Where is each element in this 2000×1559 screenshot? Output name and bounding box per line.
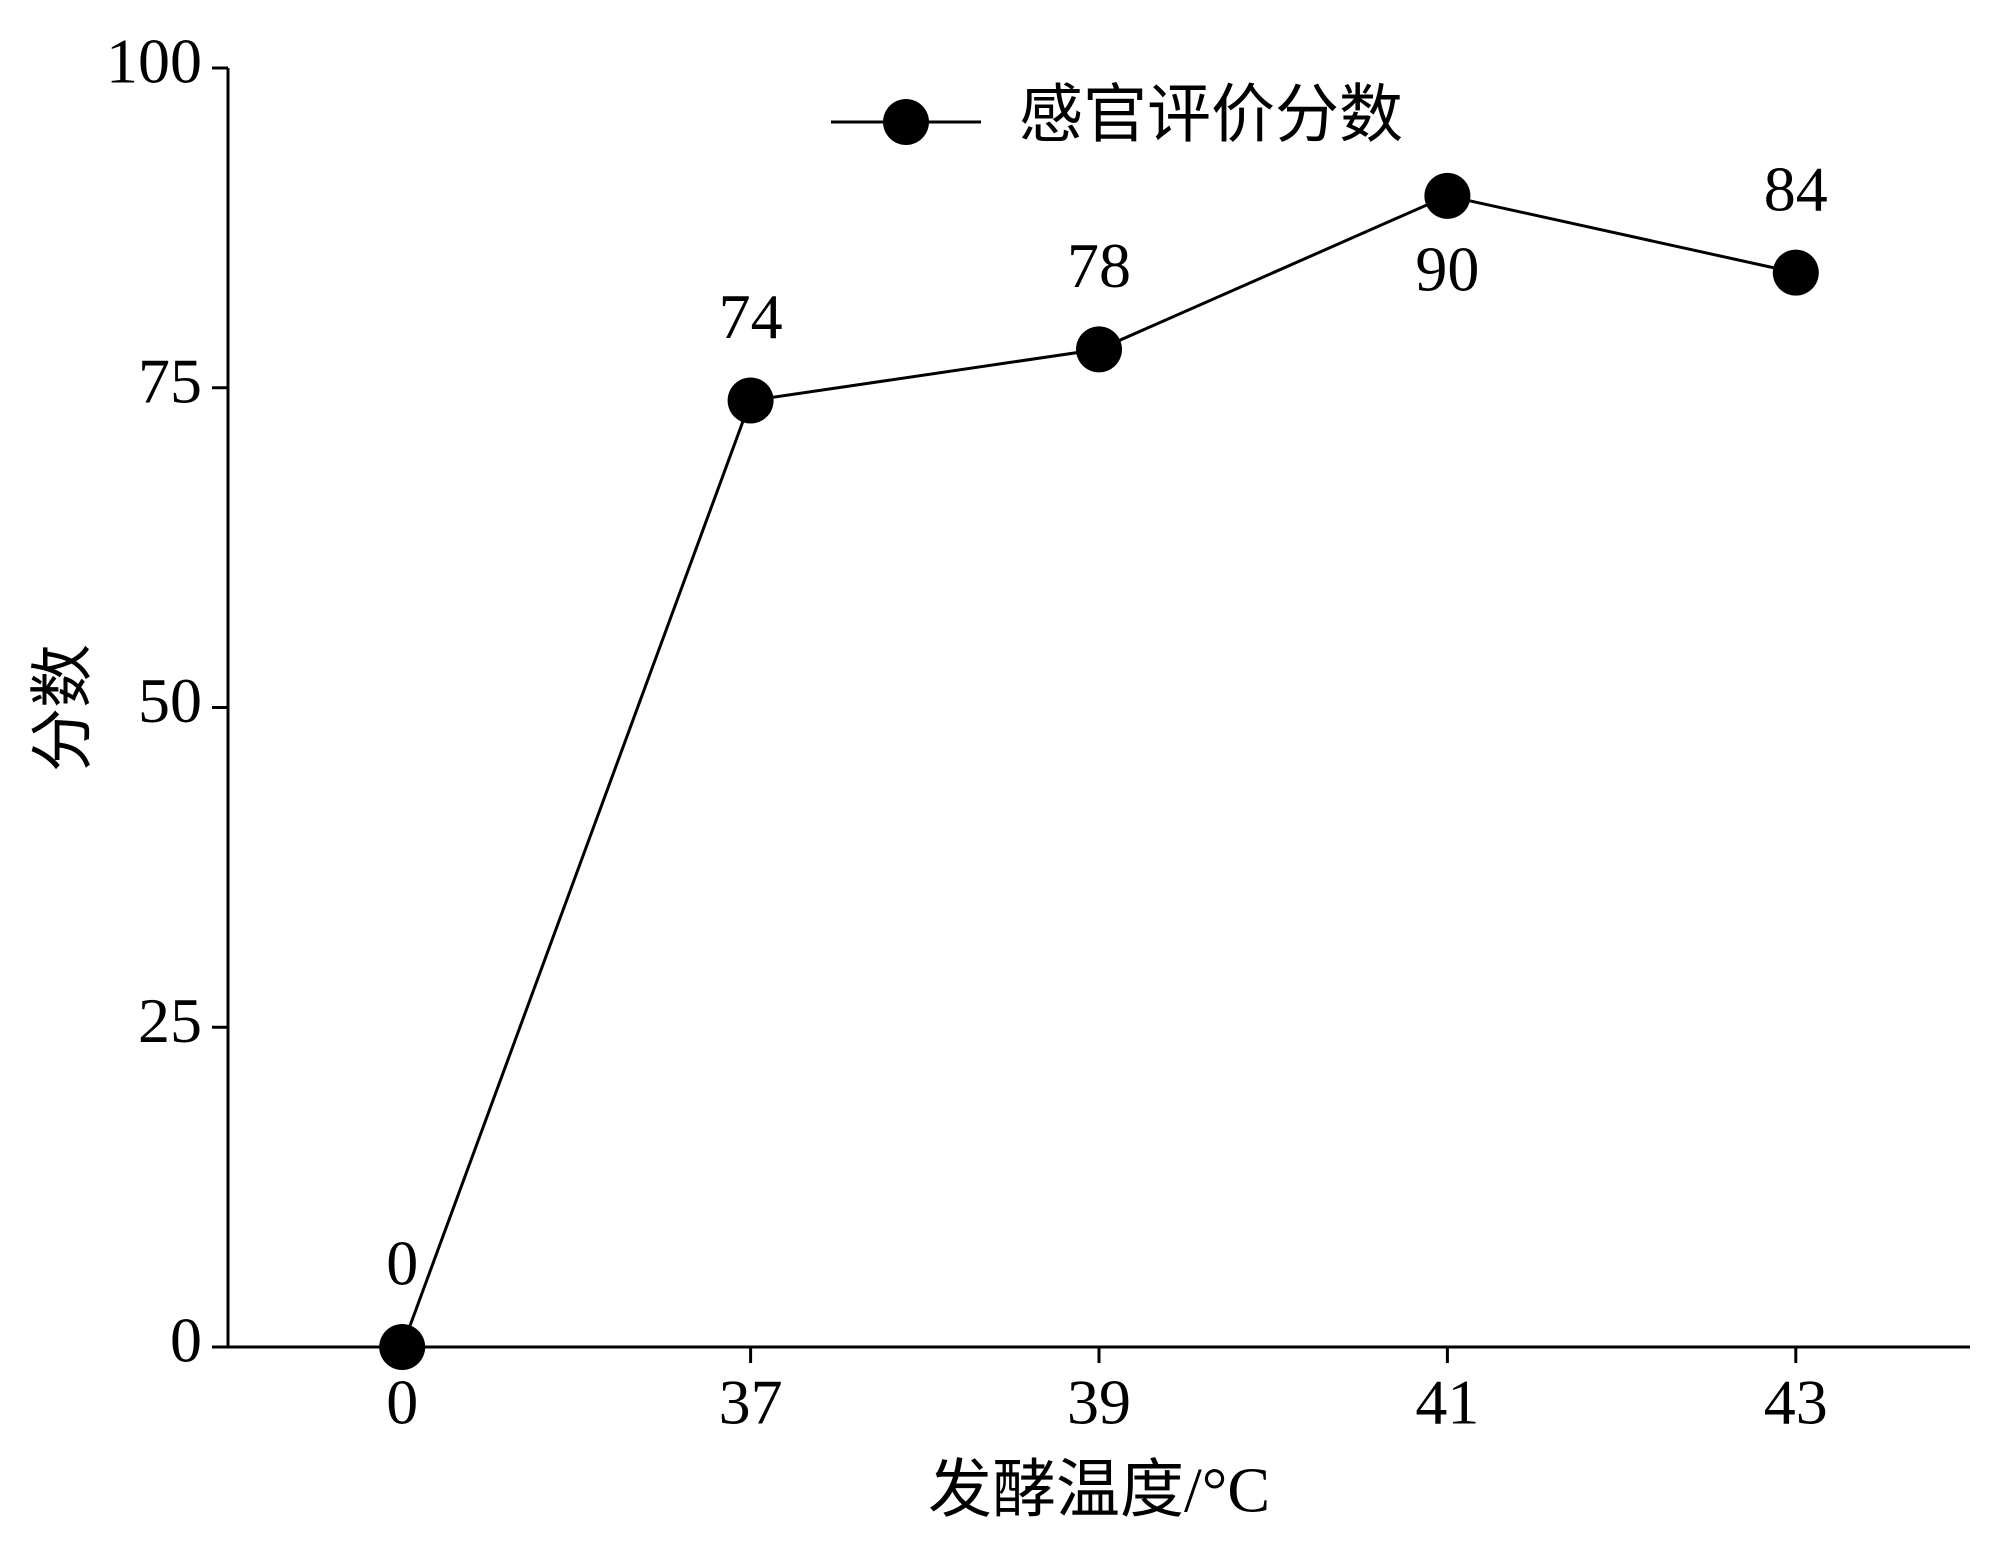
y-tick-label: 50: [138, 665, 202, 736]
x-tick-label: 39: [1067, 1367, 1131, 1438]
y-tick-label: 100: [106, 26, 202, 97]
x-axis-label: 发酵温度/°C: [928, 1455, 1270, 1526]
marker: [727, 377, 774, 424]
y-tick-label: 75: [138, 345, 202, 416]
y-tick-label: 25: [138, 985, 202, 1056]
data-label: 90: [1415, 234, 1479, 305]
marker: [1076, 326, 1122, 373]
marker: [1424, 172, 1471, 219]
marker: [379, 1324, 426, 1370]
data-label: 0: [386, 1228, 418, 1299]
x-tick-label: 43: [1764, 1367, 1828, 1438]
y-tick-label: 0: [170, 1305, 202, 1376]
data-label: 78: [1067, 230, 1131, 301]
x-tick-label: 37: [719, 1367, 783, 1438]
legend-label: 感官评价分数: [1019, 80, 1403, 151]
marker: [1772, 249, 1819, 296]
data-label: 74: [719, 281, 783, 352]
legend-marker: [883, 99, 929, 145]
x-tick-label: 0: [386, 1367, 418, 1438]
data-label: 84: [1764, 153, 1828, 224]
y-axis-label: 分数: [28, 644, 99, 772]
x-tick-label: 41: [1415, 1367, 1479, 1438]
